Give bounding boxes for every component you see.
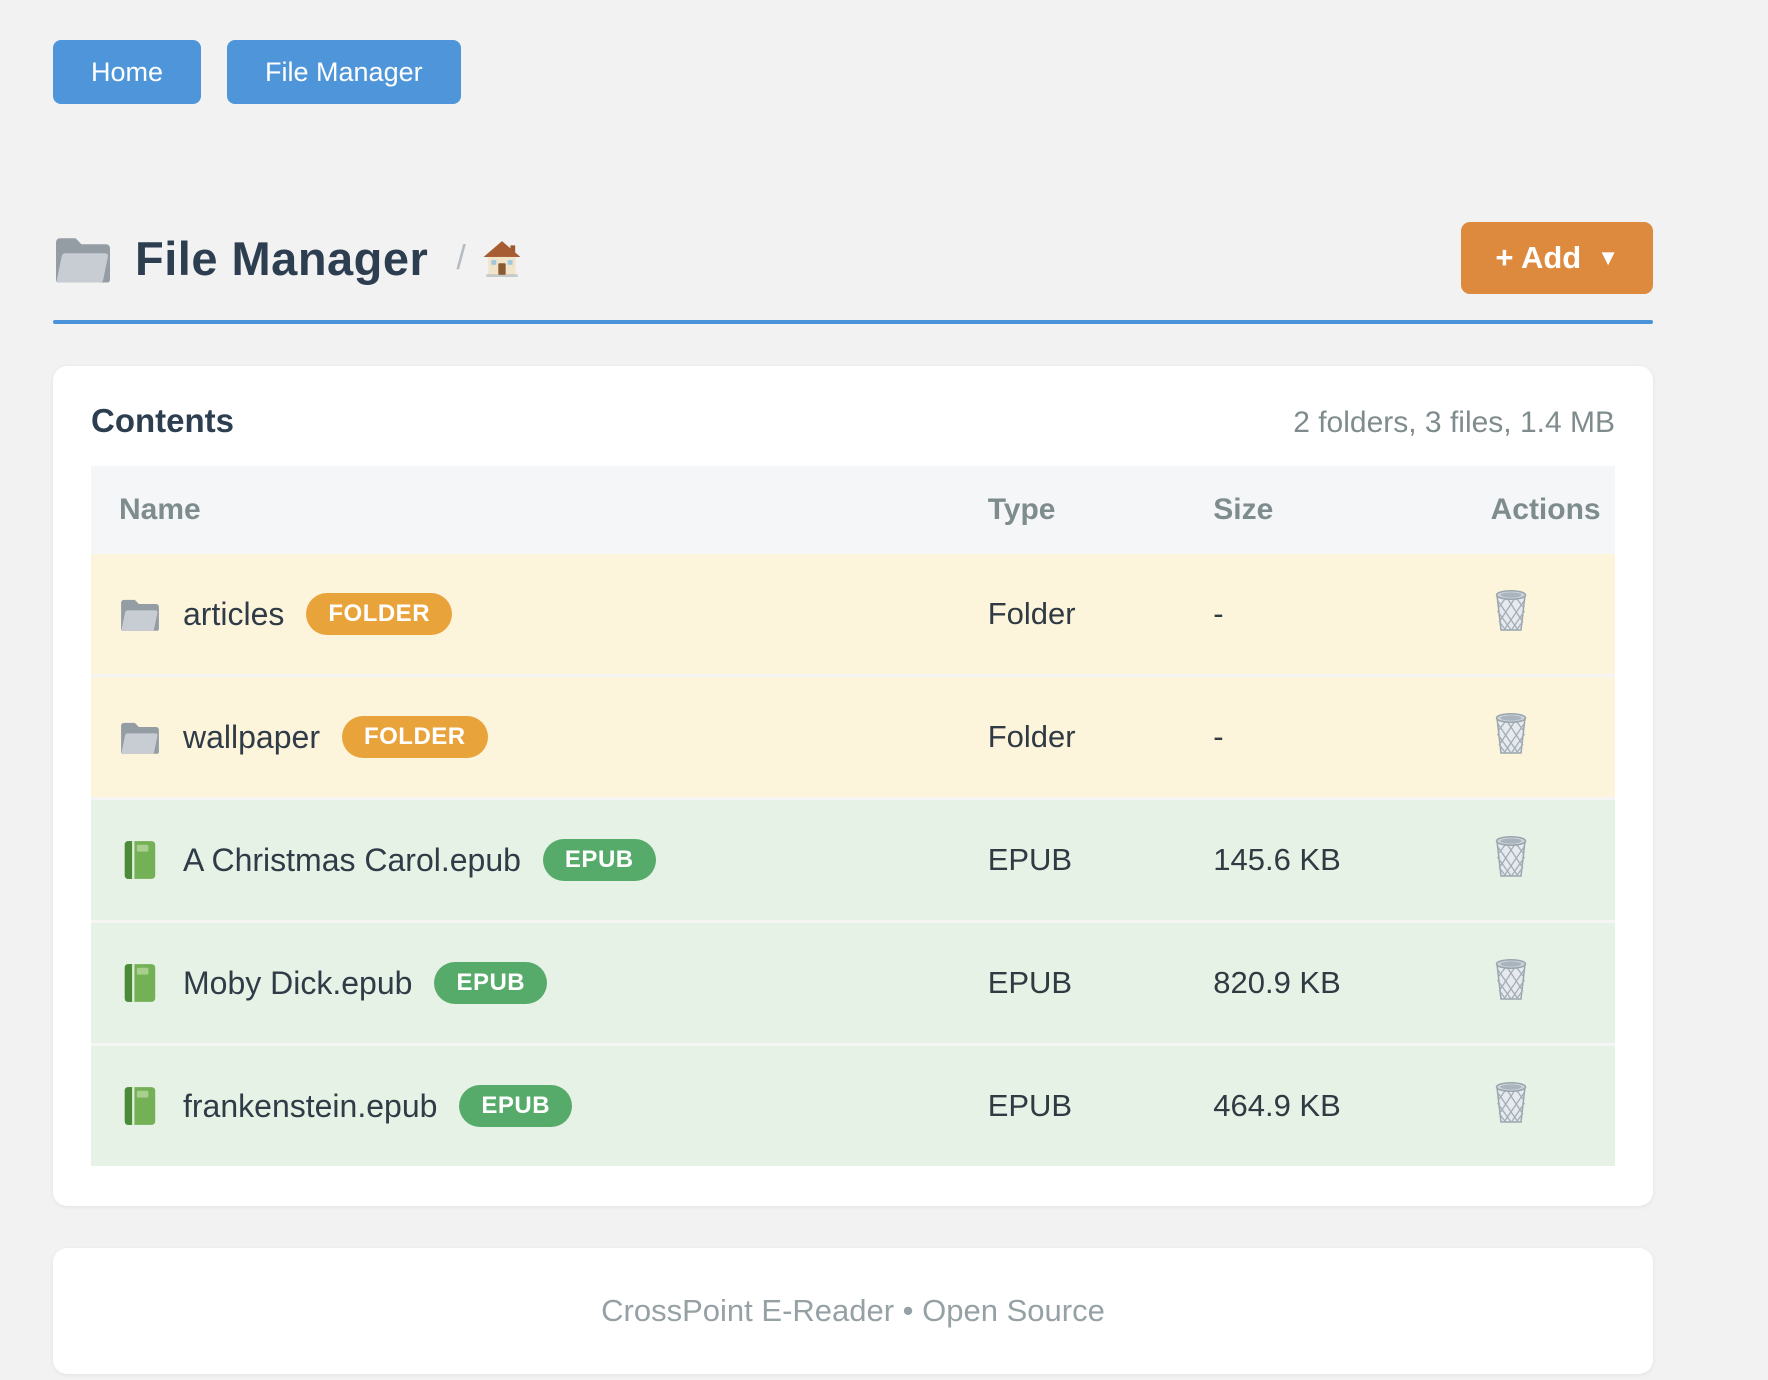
file-size: 464.9 KB bbox=[1185, 1043, 1463, 1166]
caret-down-icon: ▼ bbox=[1597, 245, 1619, 270]
file-size: 820.9 KB bbox=[1185, 920, 1463, 1045]
trash-icon bbox=[1495, 713, 1526, 754]
delete-button[interactable] bbox=[1491, 587, 1531, 633]
table-row: A Christmas Carol.epub EPUB EPUB 145.6 K… bbox=[91, 797, 1615, 922]
table-row: Moby Dick.epub EPUB EPUB 820.9 KB bbox=[91, 920, 1615, 1045]
page-header: File Manager / + Add ▼ bbox=[53, 222, 1653, 294]
file-badge: FOLDER bbox=[341, 716, 488, 758]
contents-table: Name Type Size Actions articles FOLDER bbox=[91, 466, 1615, 1166]
file-badge: EPUB bbox=[434, 962, 548, 1004]
nav-button-home[interactable]: Home bbox=[53, 40, 202, 104]
home-icon bbox=[483, 241, 521, 277]
nav-button-file-manager[interactable]: File Manager bbox=[227, 40, 461, 104]
footer-text: CrossPoint E-Reader • Open Source bbox=[601, 1293, 1105, 1328]
file-name-cell: Moby Dick.epub EPUB bbox=[119, 962, 932, 1004]
title-group: File Manager / bbox=[53, 231, 522, 286]
trash-icon bbox=[1495, 590, 1526, 631]
file-name[interactable]: articles bbox=[183, 595, 285, 632]
trash-icon bbox=[1495, 959, 1526, 1000]
folder-icon bbox=[56, 237, 110, 282]
file-badge: EPUB bbox=[459, 1085, 573, 1127]
trash-icon bbox=[1495, 1082, 1526, 1123]
file-type: Folder bbox=[959, 674, 1186, 799]
column-header-actions: Actions bbox=[1462, 466, 1615, 554]
file-name[interactable]: A Christmas Carol.epub bbox=[183, 841, 521, 878]
page-title: File Manager bbox=[135, 231, 429, 285]
file-name[interactable]: wallpaper bbox=[183, 718, 320, 755]
footer-card: CrossPoint E-Reader • Open Source bbox=[53, 1248, 1653, 1374]
file-badge: EPUB bbox=[542, 839, 656, 881]
contents-table-body: articles FOLDER Folder - bbox=[91, 554, 1615, 1166]
delete-button[interactable] bbox=[1491, 1079, 1531, 1125]
file-type: EPUB bbox=[959, 797, 1186, 922]
contents-heading: Contents bbox=[91, 402, 234, 439]
contents-card: Contents 2 folders, 3 files, 1.4 MB Name… bbox=[53, 366, 1653, 1206]
column-header-size: Size bbox=[1185, 466, 1463, 554]
table-row: wallpaper FOLDER Folder - bbox=[91, 674, 1615, 799]
file-badge: FOLDER bbox=[306, 593, 453, 635]
file-type-icon bbox=[119, 1085, 161, 1127]
add-button[interactable]: + Add ▼ bbox=[1461, 222, 1653, 294]
file-name-cell: frankenstein.epub EPUB bbox=[119, 1085, 932, 1127]
file-name[interactable]: Moby Dick.epub bbox=[183, 964, 413, 1001]
table-row: frankenstein.epub EPUB EPUB 464.9 KB bbox=[91, 1043, 1615, 1166]
breadcrumb-separator: / bbox=[456, 238, 466, 277]
file-type-icon bbox=[119, 839, 161, 881]
file-name-cell: wallpaper FOLDER bbox=[119, 716, 932, 758]
file-type-icon bbox=[119, 593, 161, 635]
file-size: - bbox=[1185, 554, 1463, 676]
file-size: 145.6 KB bbox=[1185, 797, 1463, 922]
add-button-label: + Add bbox=[1495, 240, 1582, 275]
contents-card-header: Contents 2 folders, 3 files, 1.4 MB bbox=[91, 402, 1615, 440]
delete-button[interactable] bbox=[1491, 833, 1531, 879]
table-row: articles FOLDER Folder - bbox=[91, 554, 1615, 676]
file-type: EPUB bbox=[959, 1043, 1186, 1166]
trash-icon bbox=[1495, 836, 1526, 877]
column-header-name: Name bbox=[91, 466, 960, 554]
file-name[interactable]: frankenstein.epub bbox=[183, 1087, 438, 1124]
table-header-row: Name Type Size Actions bbox=[91, 466, 1615, 554]
contents-summary: 2 folders, 3 files, 1.4 MB bbox=[1293, 406, 1615, 439]
delete-button[interactable] bbox=[1491, 710, 1531, 756]
breadcrumb-home-link[interactable] bbox=[482, 239, 522, 277]
file-type: Folder bbox=[959, 554, 1186, 676]
file-type: EPUB bbox=[959, 920, 1186, 1045]
delete-button[interactable] bbox=[1491, 956, 1531, 1002]
file-name-cell: A Christmas Carol.epub EPUB bbox=[119, 839, 932, 881]
file-size: - bbox=[1185, 674, 1463, 799]
top-nav: Home File Manager bbox=[53, 40, 1653, 104]
column-header-type: Type bbox=[959, 466, 1186, 554]
file-type-icon bbox=[119, 962, 161, 1004]
file-name-cell: articles FOLDER bbox=[119, 593, 932, 635]
file-type-icon bbox=[119, 716, 161, 758]
title-underline bbox=[53, 320, 1653, 324]
